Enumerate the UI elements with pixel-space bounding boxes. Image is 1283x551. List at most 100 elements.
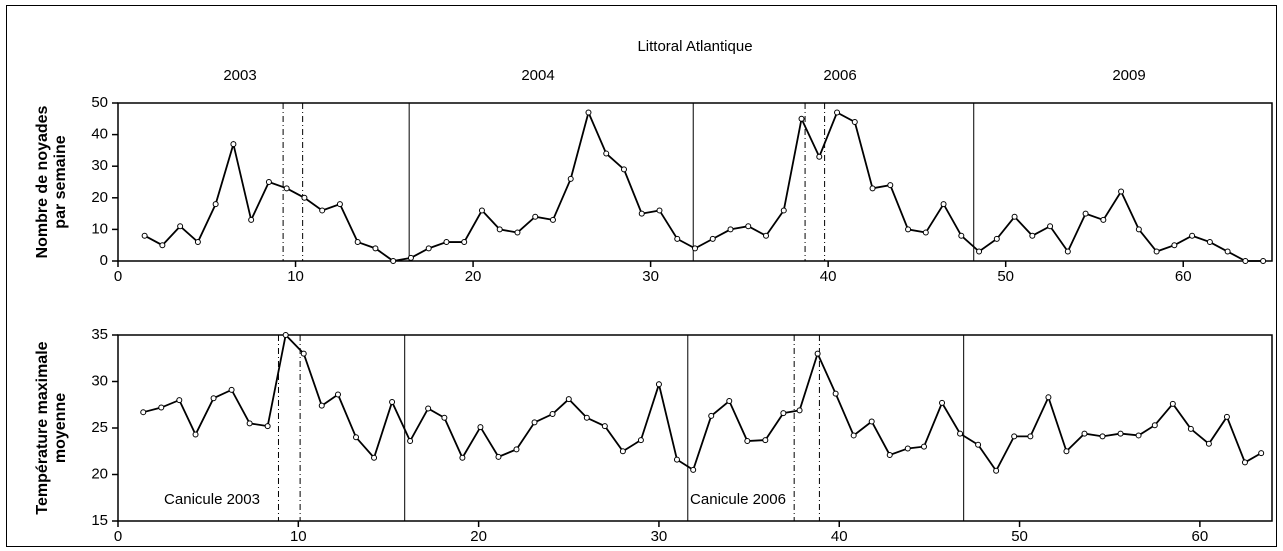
y-tick-label: 25: [91, 419, 108, 436]
data-point: [957, 430, 964, 437]
y-tick-label: 40: [91, 126, 108, 143]
data-point: [904, 445, 911, 452]
data-point: [655, 381, 662, 388]
data-point: [192, 431, 199, 438]
data-point: [920, 443, 927, 450]
data-point: [158, 404, 165, 411]
data-point: [692, 245, 698, 252]
x-tick-label: 60: [1192, 528, 1209, 545]
y-tick-label: 50: [91, 94, 108, 111]
data-point: [744, 438, 751, 445]
data-point: [531, 419, 538, 426]
data-point: [1135, 226, 1142, 233]
data-point: [1029, 232, 1036, 239]
data-point: [1045, 394, 1052, 401]
data-point: [1153, 248, 1160, 255]
data-point: [816, 153, 823, 160]
annotation: 2003: [223, 67, 256, 84]
x-tick-label: 20: [465, 268, 482, 285]
data-point: [690, 466, 697, 473]
data-point: [1206, 239, 1213, 246]
data-point: [425, 405, 432, 412]
data-point: [780, 410, 787, 417]
y-tick-label: 20: [91, 465, 108, 482]
data-point: [354, 239, 361, 246]
data-line: [144, 109, 1264, 262]
data-point: [248, 216, 255, 223]
x-tick-label: 0: [114, 268, 122, 285]
data-point: [390, 258, 397, 264]
data-point: [212, 201, 219, 208]
y-tick-label: 15: [91, 512, 108, 529]
data-point: [1241, 459, 1248, 466]
data-point: [1100, 216, 1107, 223]
annotation: 2004: [521, 67, 554, 84]
data-point: [673, 456, 680, 463]
data-point: [834, 109, 841, 116]
data-point: [745, 223, 752, 230]
plot-frame: [117, 102, 1273, 262]
data-point: [1011, 213, 1018, 220]
data-point: [939, 399, 946, 406]
data-point: [532, 213, 539, 220]
data-point: [798, 115, 805, 122]
data-point: [585, 109, 592, 116]
chart-title: Littoral Atlantique: [637, 38, 752, 55]
data-point: [141, 232, 148, 239]
data-point: [1171, 242, 1178, 249]
data-point: [709, 235, 716, 242]
data-point: [513, 446, 520, 453]
data-point: [319, 207, 326, 214]
data-point: [407, 438, 414, 445]
data-point: [1242, 258, 1249, 264]
data-point: [976, 248, 983, 255]
data-point: [603, 150, 610, 157]
data-point: [975, 441, 982, 448]
data-point: [1135, 432, 1142, 439]
y-axis-label: Nombre de noyadespar semaine: [34, 105, 69, 258]
data-point: [638, 210, 645, 217]
data-point: [886, 451, 893, 458]
data-point: [708, 412, 715, 419]
data-point: [549, 216, 556, 223]
y-tick-label: 10: [91, 220, 108, 237]
data-point: [300, 350, 307, 357]
data-point: [372, 245, 379, 252]
data-point: [1224, 248, 1231, 255]
data-point: [1118, 188, 1125, 195]
data-point: [334, 391, 341, 398]
data-point: [887, 182, 894, 189]
data-point: [264, 423, 271, 430]
frame: [6, 5, 1277, 547]
data-point: [1151, 422, 1158, 429]
data-point: [869, 185, 876, 192]
annotation: Canicule 2006: [690, 491, 786, 508]
y-tick-label: 35: [91, 326, 108, 343]
y-axis-label: Température maximalemoyenne: [34, 341, 69, 514]
data-point: [993, 235, 1000, 242]
data-point: [496, 226, 503, 233]
data-point: [477, 424, 484, 431]
data-point: [567, 175, 574, 182]
data-point: [318, 402, 325, 409]
data-point: [1081, 430, 1088, 437]
data-point: [619, 448, 626, 455]
data-point: [832, 390, 839, 397]
data-point: [940, 201, 947, 208]
data-point: [851, 118, 858, 125]
data-point: [1063, 448, 1070, 455]
x-tick-label: 30: [651, 528, 668, 545]
data-point: [1187, 425, 1194, 432]
data-point: [1047, 223, 1054, 230]
data-point: [371, 454, 378, 461]
data-point: [246, 420, 253, 427]
x-tick-label: 20: [470, 528, 487, 545]
data-point: [194, 239, 201, 246]
data-point: [283, 185, 290, 192]
data-point: [441, 414, 448, 421]
annotation: Canicule 2003: [164, 491, 260, 508]
x-tick-label: 0: [114, 528, 122, 545]
y-tick-label: 30: [91, 157, 108, 174]
data-point: [620, 166, 627, 173]
